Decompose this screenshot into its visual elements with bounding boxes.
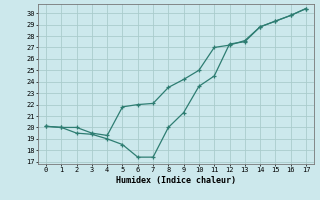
X-axis label: Humidex (Indice chaleur): Humidex (Indice chaleur)	[116, 176, 236, 185]
